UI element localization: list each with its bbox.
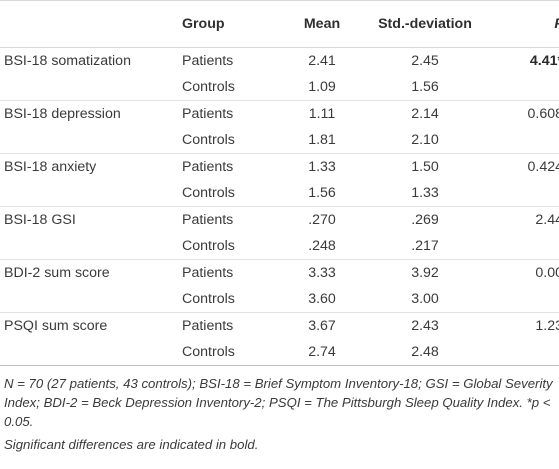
table-header-row: Group Mean Std.-deviation F bbox=[0, 0, 559, 48]
table-body: BSI-18 somatization Patients 2.41 2.45 4.41*… bbox=[0, 48, 559, 366]
cell-variable: BSI-18 anxiety bbox=[4, 159, 97, 175]
cell-f bbox=[484, 180, 559, 207]
table-row: Controls 1.81 2.10 bbox=[0, 127, 559, 154]
table-row: Controls .248 .217 bbox=[0, 233, 559, 260]
cell-group: Controls bbox=[182, 291, 235, 307]
cell-mean: 2.74 bbox=[308, 344, 336, 360]
cell-f: 0.424 bbox=[527, 159, 559, 175]
header-group: Group bbox=[182, 16, 225, 32]
footnote-abbreviations: N = 70 (27 patients, 43 controls); BSI-1… bbox=[4, 376, 553, 429]
cell-std-deviation: 1.50 bbox=[411, 159, 439, 175]
cell-f: 4.41* bbox=[529, 53, 559, 69]
cell-f: 0.608 bbox=[527, 106, 559, 122]
cell-std-deviation: 2.45 bbox=[411, 53, 439, 69]
group-comparison-table: Group Mean Std.-deviation F BSI-18 somat… bbox=[0, 0, 559, 366]
cell-mean: 3.67 bbox=[308, 318, 336, 334]
table-row: Controls 1.09 1.56 bbox=[0, 74, 559, 101]
cell-variable: BSI-18 somatization bbox=[4, 53, 131, 69]
table-row: BDI-2 sum score Patients 3.33 3.92 0.00 bbox=[0, 260, 559, 287]
cell-variable: BDI-2 sum score bbox=[4, 265, 110, 281]
cell-std-deviation: 3.92 bbox=[411, 265, 439, 281]
table-row: PSQI sum score Patients 3.67 2.43 1.23 bbox=[0, 313, 559, 340]
cell-f bbox=[484, 127, 559, 154]
cell-f bbox=[484, 74, 559, 101]
cell-mean: .248 bbox=[308, 238, 336, 254]
cell-variable bbox=[0, 233, 182, 260]
cell-variable bbox=[0, 339, 182, 366]
table-row: Controls 2.74 2.48 bbox=[0, 339, 559, 366]
cell-variable: PSQI sum score bbox=[4, 318, 108, 334]
cell-group: Patients bbox=[182, 318, 234, 334]
cell-mean: 3.60 bbox=[308, 291, 336, 307]
table-row: Controls 1.56 1.33 bbox=[0, 180, 559, 207]
cell-variable bbox=[0, 286, 182, 313]
cell-mean: .270 bbox=[308, 212, 336, 228]
cell-group: Patients bbox=[182, 212, 234, 228]
cell-group: Patients bbox=[182, 159, 234, 175]
header-std-deviation: Std.-deviation bbox=[378, 16, 472, 32]
cell-std-deviation: .217 bbox=[411, 238, 439, 254]
cell-mean: 3.33 bbox=[308, 265, 336, 281]
cell-variable bbox=[0, 74, 182, 101]
table-row: BSI-18 depression Patients 1.11 2.14 0.608 bbox=[0, 101, 559, 128]
cell-group: Controls bbox=[182, 132, 235, 148]
cell-std-deviation: 2.10 bbox=[411, 132, 439, 148]
cell-group: Controls bbox=[182, 238, 235, 254]
cell-variable bbox=[0, 127, 182, 154]
cell-mean: 1.56 bbox=[308, 185, 336, 201]
cell-std-deviation: 3.00 bbox=[411, 291, 439, 307]
cell-std-deviation: .269 bbox=[411, 212, 439, 228]
footnote-significance: Significant differences are indicated in… bbox=[4, 437, 259, 452]
cell-std-deviation: 1.56 bbox=[411, 79, 439, 95]
cell-std-deviation: 2.43 bbox=[411, 318, 439, 334]
header-mean: Mean bbox=[303, 16, 341, 32]
cell-group: Patients bbox=[182, 106, 234, 122]
cell-std-deviation: 2.14 bbox=[411, 106, 439, 122]
cell-f bbox=[484, 339, 559, 366]
cell-group: Controls bbox=[182, 344, 235, 360]
cell-mean: 1.11 bbox=[308, 106, 336, 122]
cell-group: Controls bbox=[182, 79, 235, 95]
table-row: BSI-18 GSI Patients .270 .269 2.44 bbox=[0, 207, 559, 234]
table-row: BSI-18 anxiety Patients 1.33 1.50 0.424 bbox=[0, 154, 559, 181]
cell-group: Controls bbox=[182, 185, 235, 201]
cell-mean: 1.81 bbox=[308, 132, 336, 148]
cell-variable: BSI-18 GSI bbox=[4, 212, 76, 228]
table-footnote: N = 70 (27 patients, 43 controls); BSI-1… bbox=[4, 374, 556, 454]
cell-group: Patients bbox=[182, 265, 234, 281]
cell-std-deviation: 1.33 bbox=[411, 185, 439, 201]
cell-f: 0.00 bbox=[535, 265, 559, 281]
cell-f: 1.23 bbox=[535, 318, 559, 334]
cell-mean: 1.33 bbox=[308, 159, 336, 175]
cell-mean: 1.09 bbox=[308, 79, 336, 95]
header-variable bbox=[0, 1, 182, 48]
table-row: BSI-18 somatization Patients 2.41 2.45 4.41* bbox=[0, 48, 559, 75]
cell-f bbox=[484, 286, 559, 313]
cell-group: Patients bbox=[182, 53, 234, 69]
table-row: Controls 3.60 3.00 bbox=[0, 286, 559, 313]
cell-variable bbox=[0, 180, 182, 207]
cell-std-deviation: 2.48 bbox=[411, 344, 439, 360]
cell-variable: BSI-18 depression bbox=[4, 106, 121, 122]
cell-mean: 2.41 bbox=[308, 53, 336, 69]
cell-f bbox=[484, 233, 559, 260]
cell-f: 2.44 bbox=[535, 212, 559, 228]
header-f: F bbox=[484, 1, 559, 48]
